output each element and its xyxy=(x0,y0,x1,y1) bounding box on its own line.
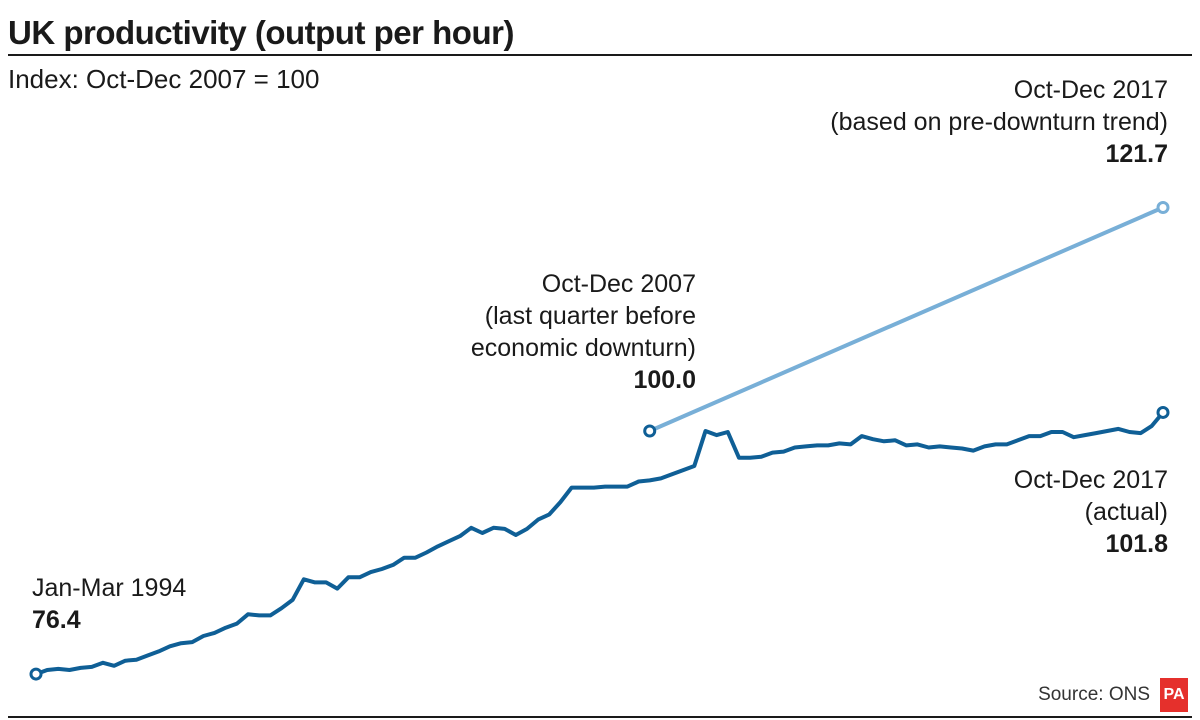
annotation-trend-end-line1: Oct-Dec 2017 xyxy=(1013,76,1168,104)
annotation-peak-line3: economic downturn) xyxy=(470,334,696,362)
source-note: Source: ONS xyxy=(1038,684,1150,705)
annotation-actual-end: Oct-Dec 2017 (actual) 101.8 xyxy=(900,464,1168,560)
annotation-peak-value: 100.0 xyxy=(633,366,696,394)
title-rule xyxy=(8,54,1192,56)
peak-point-marker xyxy=(643,424,657,438)
actual-series-line xyxy=(34,410,1165,677)
annotation-start-label: Jan-Mar 1994 xyxy=(32,574,187,602)
chart-title: UK productivity (output per hour) xyxy=(8,14,514,51)
annotation-actual-end-line1: Oct-Dec 2017 xyxy=(1013,466,1168,494)
annotation-peak-line1: Oct-Dec 2007 xyxy=(541,270,696,298)
actual-end-point-marker xyxy=(1156,405,1170,419)
annotation-trend-end: Oct-Dec 2017 (based on pre-downturn tren… xyxy=(760,74,1168,170)
annotation-peak-line2: (last quarter before xyxy=(484,302,696,330)
trend-end-point-marker xyxy=(1156,200,1170,214)
annotation-trend-end-line2: (based on pre-downturn trend) xyxy=(830,108,1168,136)
pa-logo: PA xyxy=(1160,678,1188,712)
start-point-marker xyxy=(29,667,43,681)
chart-subtitle: Index: Oct-Dec 2007 = 100 xyxy=(8,64,320,94)
annotation-start-value: 76.4 xyxy=(32,606,81,634)
trend-series-line xyxy=(647,205,1165,433)
annotation-start: Jan-Mar 1994 76.4 xyxy=(32,572,186,636)
annotation-actual-end-line2: (actual) xyxy=(1084,498,1168,526)
bottom-rule xyxy=(8,716,1192,718)
annotation-peak: Oct-Dec 2007 (last quarter before econom… xyxy=(400,268,696,396)
annotation-trend-end-value: 121.7 xyxy=(1105,140,1168,168)
annotation-actual-end-value: 101.8 xyxy=(1105,530,1168,558)
